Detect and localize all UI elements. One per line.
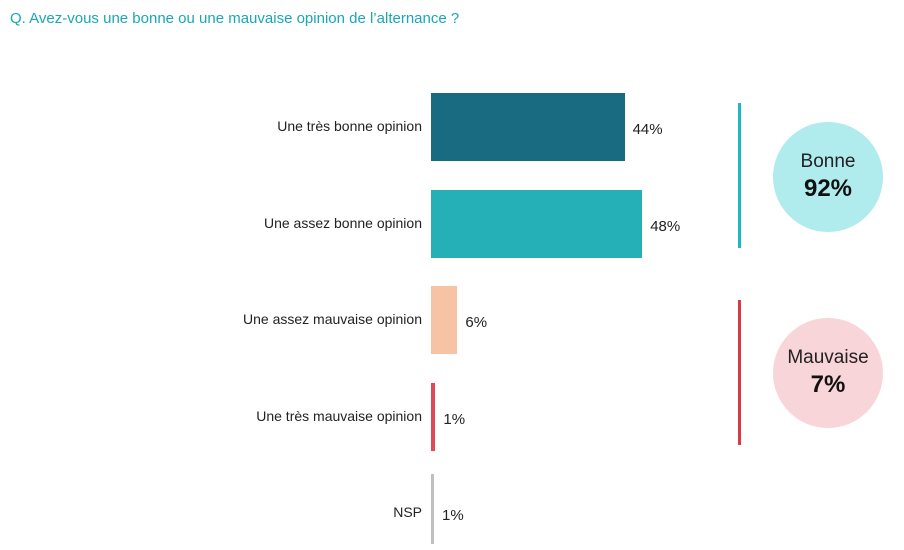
bar [431, 93, 625, 161]
bonne-bracket [738, 103, 741, 248]
mauvaise-total-label: Mauvaise [787, 347, 869, 368]
bonne-total-label: Bonne [800, 151, 856, 172]
bonne-total-circle: Bonne 92% [773, 122, 883, 232]
category-label: Une assez mauvaise opinion [243, 311, 422, 327]
bar [431, 382, 436, 451]
data-label: 1% [443, 410, 466, 428]
category-label: Une assez bonne opinion [263, 214, 422, 231]
bar [431, 286, 458, 354]
data-label: 48% [650, 217, 681, 235]
chart-question: Q. Avez-vous une bonne ou une mauvaise o… [10, 10, 460, 27]
data-label: 44% [632, 121, 663, 138]
nsp-axis-line [431, 474, 434, 544]
category-label: Une très mauvaise opinion [256, 407, 422, 424]
bonne-total-value: 92% [803, 175, 853, 202]
mauvaise-bracket [738, 300, 741, 445]
category-label: NSP [393, 504, 422, 520]
data-label: 6% [465, 314, 488, 331]
mauvaise-total-circle: Mauvaise 7% [773, 318, 883, 428]
data-label: 1% [442, 507, 464, 524]
category-label: Une très bonne opinion [277, 118, 422, 134]
mauvaise-total-value: 7% [810, 371, 846, 398]
bar [431, 189, 643, 258]
